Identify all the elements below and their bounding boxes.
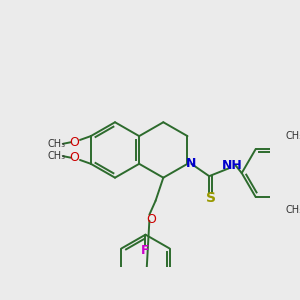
Text: CH₃: CH₃ — [48, 151, 66, 161]
Text: CH₃: CH₃ — [285, 206, 300, 215]
Text: CH₃: CH₃ — [48, 139, 66, 149]
Text: O: O — [146, 213, 156, 226]
Text: S: S — [206, 191, 216, 205]
Text: N: N — [185, 157, 196, 170]
Text: CH₃: CH₃ — [285, 131, 300, 141]
Text: F: F — [141, 244, 150, 257]
Text: NH: NH — [222, 159, 243, 172]
Text: O: O — [69, 151, 79, 164]
Text: O: O — [69, 136, 79, 149]
